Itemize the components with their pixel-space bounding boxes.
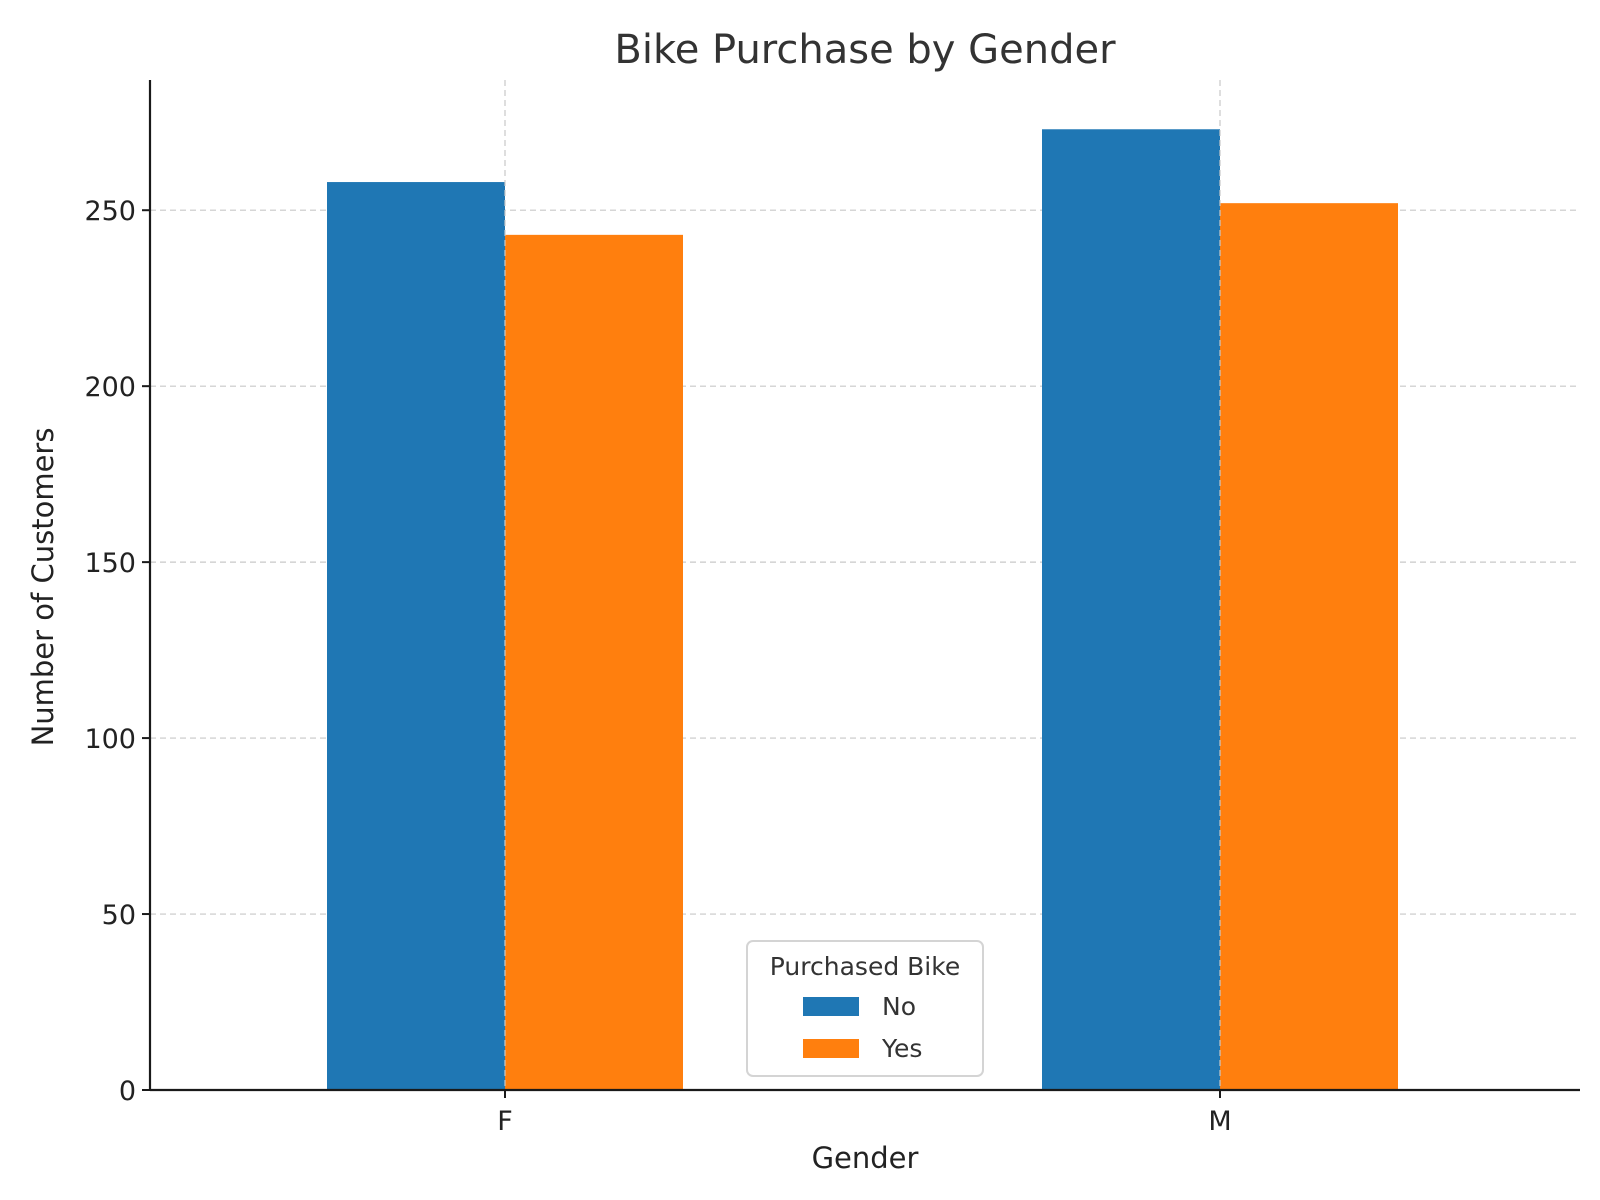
y-tick-label-250: 250 (84, 196, 136, 227)
legend-label-yes: Yes (881, 1034, 922, 1063)
y-tick-label-100: 100 (84, 724, 136, 755)
bar-F-no (327, 182, 505, 1090)
legend-title: Purchased Bike (770, 952, 960, 981)
y-tick-label-200: 200 (84, 372, 136, 403)
x-axis-label: Gender (812, 1141, 919, 1175)
ticks: 0 50 100 150 200 250 F M (84, 196, 1231, 1137)
legend-swatch-yes (803, 1039, 859, 1058)
bar-M-no (1042, 129, 1220, 1090)
legend-swatch-no (803, 997, 859, 1016)
y-tick-label-150: 150 (84, 548, 136, 579)
legend-label-no: No (882, 992, 916, 1021)
chart-title: Bike Purchase by Gender (614, 27, 1116, 73)
legend: Purchased Bike No Yes (746, 940, 984, 1077)
x-tick-label-F: F (497, 1106, 513, 1137)
y-axis-label: Number of Customers (26, 428, 60, 747)
bars (327, 129, 1398, 1091)
axes (148, 80, 1580, 1092)
x-tick-label-M: M (1208, 1106, 1231, 1137)
bar-F-yes (505, 234, 683, 1090)
bar-M-yes (1220, 203, 1398, 1091)
y-tick-label-50: 50 (102, 900, 136, 931)
y-tick-label-0: 0 (119, 1076, 136, 1107)
